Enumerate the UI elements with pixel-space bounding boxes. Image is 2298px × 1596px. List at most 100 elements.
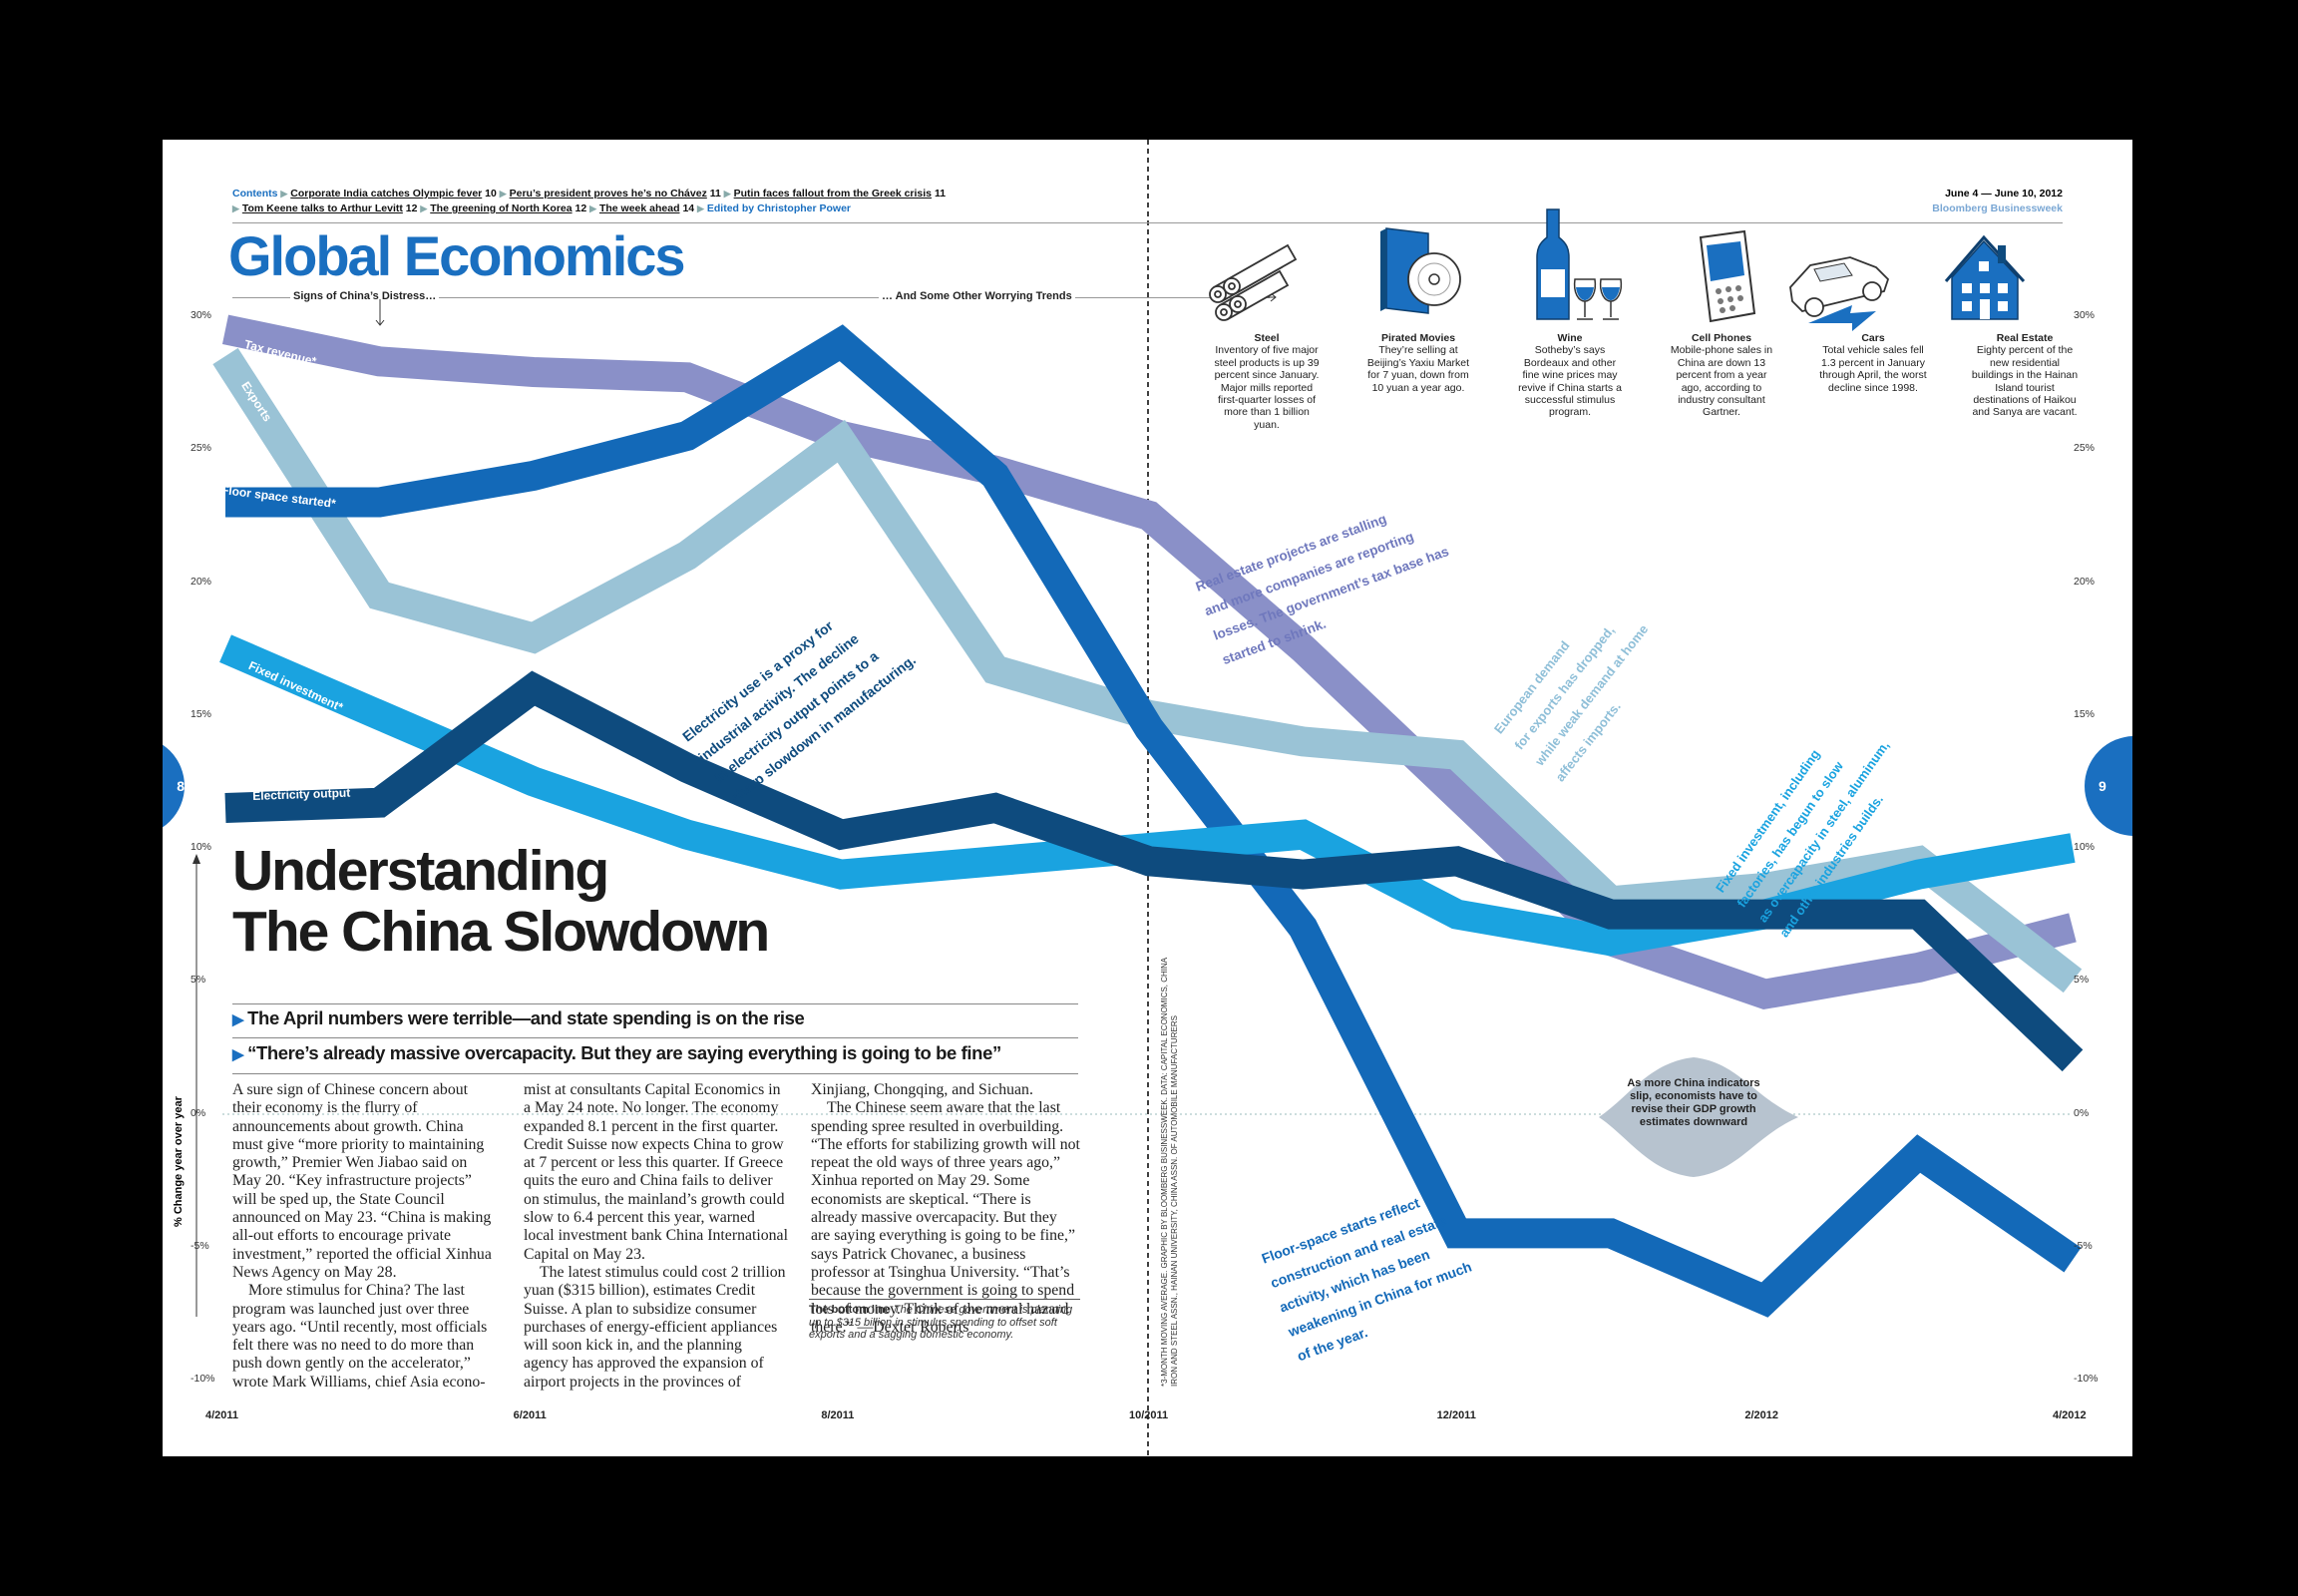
bottom-line-text: The Chinese government is planning up to… bbox=[809, 1304, 1073, 1341]
house-icon bbox=[1944, 234, 2026, 320]
series-line-0 bbox=[221, 314, 2077, 1010]
publication-name: Bloomberg Businessweek bbox=[1932, 202, 2063, 214]
y-tick-label: 25% bbox=[2074, 442, 2096, 455]
subhead-left-down-arrow bbox=[375, 299, 385, 326]
trend-item: Wine Sotheby’s says Bordeaux and other f… bbox=[1514, 332, 1626, 419]
body-column-2: mist at consultants Capital Economics in… bbox=[524, 1081, 789, 1392]
editor-credit: Edited by Christopher Power bbox=[706, 202, 851, 214]
x-tick-label: 12/2011 bbox=[1436, 1409, 1476, 1421]
toc-entry[interactable]: Putin faces fallout from the Greek crisi… bbox=[733, 188, 947, 200]
x-tick-label: 8/2011 bbox=[821, 1409, 855, 1421]
source-note: *3-MONTH MOVING AVERAGE. GRAPHIC BY BLOO… bbox=[1160, 958, 1179, 1387]
y-tick-label: 0% bbox=[191, 1106, 206, 1119]
steel-pipes-icon bbox=[1209, 243, 1298, 321]
car-icon bbox=[1789, 256, 1890, 331]
trend-item: Steel Inventory of five major steel prod… bbox=[1211, 332, 1323, 431]
headline-line: Understanding bbox=[232, 839, 609, 903]
contents-label: Contents bbox=[232, 188, 278, 200]
magazine-spread: Contents ▶ Corporate India catches Olymp… bbox=[163, 140, 2132, 1456]
gdp-estimate-blob bbox=[1599, 1057, 1798, 1177]
y-tick-label: 15% bbox=[2074, 707, 2096, 720]
headline: Understanding The China Slowdown bbox=[232, 839, 770, 964]
deck-rule-mid bbox=[232, 1037, 1078, 1038]
trend-title: Pirated Movies bbox=[1380, 332, 1456, 344]
y-axis-arrowhead bbox=[192, 854, 200, 864]
y-tick-label: -10% bbox=[2074, 1373, 2099, 1385]
bottom-line-label: The bottom line bbox=[809, 1304, 891, 1316]
paragraph: Xinjiang, Chongqing, and Sichuan. bbox=[811, 1081, 1033, 1098]
cell-phone-icon bbox=[1699, 229, 1756, 323]
trend-text: Mobile-phone sales in China are down 13 … bbox=[1670, 344, 1773, 419]
trend-title: Real Estate bbox=[1996, 332, 2054, 344]
issue-date: June 4 — June 10, 2012 bbox=[1945, 188, 2063, 200]
trend-text: Eighty percent of the new residential bu… bbox=[1971, 344, 2079, 419]
trend-title: Cell Phones bbox=[1691, 332, 1752, 344]
paragraph: The latest stimulus could cost 2 trillio… bbox=[524, 1263, 786, 1391]
issue-info: June 4 — June 10, 2012 Bloomberg Busines… bbox=[1932, 187, 2063, 216]
trend-text: Inventory of five major steel products i… bbox=[1214, 344, 1320, 431]
y-tick-label: -5% bbox=[191, 1239, 209, 1252]
toc-entry[interactable]: The greening of North Korea 12 bbox=[430, 202, 587, 214]
body-column-3: Xinjiang, Chongqing, and Sichuan. The Ch… bbox=[811, 1081, 1080, 1337]
gdp-estimate-note: As more China indicators slip, economist… bbox=[1627, 1077, 1760, 1128]
y-tick-label: 30% bbox=[191, 309, 212, 321]
trend-title: Wine bbox=[1557, 332, 1583, 344]
series-line-2 bbox=[225, 324, 2082, 1318]
y-tick-label: 5% bbox=[191, 974, 206, 987]
table-of-contents: Contents ▶ Corporate India catches Olymp… bbox=[232, 187, 946, 216]
paragraph: mist at consultants Capital Economics in… bbox=[524, 1081, 788, 1263]
subhead-right: … And Some Other Worrying Trends bbox=[879, 290, 1075, 302]
trend-title: Steel bbox=[1254, 332, 1280, 344]
y-tick-label: 5% bbox=[2074, 974, 2090, 987]
headline-line: The China Slowdown bbox=[232, 900, 770, 964]
y-tick-label: 20% bbox=[2074, 575, 2096, 588]
deck-2: ▶ “There’s already massive overcapacity. … bbox=[232, 1042, 1001, 1063]
y-tick-label: 30% bbox=[2074, 309, 2096, 321]
x-tick-label: 10/2011 bbox=[1129, 1409, 1169, 1421]
toc-entry[interactable]: Peru’s president proves he’s no Chávez 1… bbox=[509, 188, 721, 200]
toc-line-1: Contents ▶ Corporate India catches Olymp… bbox=[232, 188, 947, 200]
deck-1: ▶ The April numbers were terrible—and sta… bbox=[232, 1007, 805, 1028]
x-tick-label: 4/2012 bbox=[2053, 1409, 2087, 1421]
toc-entry[interactable]: The week ahead 14 bbox=[598, 202, 695, 214]
x-tick-label: 2/2012 bbox=[1744, 1409, 1778, 1421]
body-column-1: A sure sign of Chinese concern about the… bbox=[232, 1081, 498, 1392]
trend-item: Cell Phones Mobile-phone sales in China … bbox=[1666, 332, 1777, 419]
subhead-rule bbox=[232, 297, 1270, 298]
deck-arrow-icon: ▶ bbox=[232, 1046, 244, 1063]
trend-text: Total vehicle sales fell 1.3 percent in … bbox=[1819, 344, 1927, 394]
toc-entry[interactable]: Corporate India catches Olympic fever 10 bbox=[290, 188, 497, 200]
deck-rule-bottom bbox=[232, 1073, 1078, 1074]
page-number-left: 8 bbox=[163, 736, 185, 836]
line-chart bbox=[192, 140, 2084, 1456]
toc-line-2: ▶ Tom Keene talks to Arthur Levitt 12 ▶ … bbox=[232, 202, 851, 214]
y-tick-label: 20% bbox=[191, 575, 212, 588]
section-title: Global Economics bbox=[228, 224, 686, 287]
trend-item: Pirated Movies They’re selling at Beijin… bbox=[1362, 332, 1474, 394]
paragraph: The Chinese seem aware that the last spe… bbox=[811, 1099, 1080, 1336]
y-tick-label: 25% bbox=[191, 442, 212, 455]
y-tick-label: 0% bbox=[2074, 1106, 2090, 1119]
y-tick-label: 10% bbox=[2074, 841, 2096, 853]
deck-arrow-icon: ▶ bbox=[232, 1011, 244, 1028]
y-tick-label: -10% bbox=[191, 1373, 215, 1385]
subhead-left: Signs of China’s Distress… bbox=[290, 290, 440, 302]
toc-entry[interactable]: Tom Keene talks to Arthur Levitt 12 bbox=[241, 202, 418, 214]
y-tick-label: -5% bbox=[2074, 1239, 2093, 1252]
y-axis-title: % Change year over year bbox=[173, 1096, 185, 1227]
paragraph: More stimulus for China? The last progra… bbox=[232, 1282, 488, 1391]
wine-icon bbox=[1536, 208, 1623, 320]
trend-item: Real Estate Eighty percent of the new re… bbox=[1969, 332, 2081, 419]
y-tick-label: 10% bbox=[191, 841, 212, 853]
deck-rule-top bbox=[232, 1003, 1078, 1004]
y-tick-label: 15% bbox=[191, 707, 212, 720]
trend-item: Cars Total vehicle sales fell 1.3 percen… bbox=[1817, 332, 1929, 394]
series-line-4 bbox=[224, 670, 2084, 1072]
trend-text: Sotheby’s says Bordeaux and other fine w… bbox=[1518, 344, 1622, 419]
trend-title: Cars bbox=[1861, 332, 1885, 344]
paragraph: A sure sign of Chinese concern about the… bbox=[232, 1081, 492, 1281]
header-rule bbox=[232, 222, 2063, 223]
x-tick-label: 6/2011 bbox=[513, 1409, 547, 1421]
dvd-icon bbox=[1380, 227, 1461, 314]
bottom-line: The bottom line The Chinese government i… bbox=[809, 1304, 1080, 1342]
